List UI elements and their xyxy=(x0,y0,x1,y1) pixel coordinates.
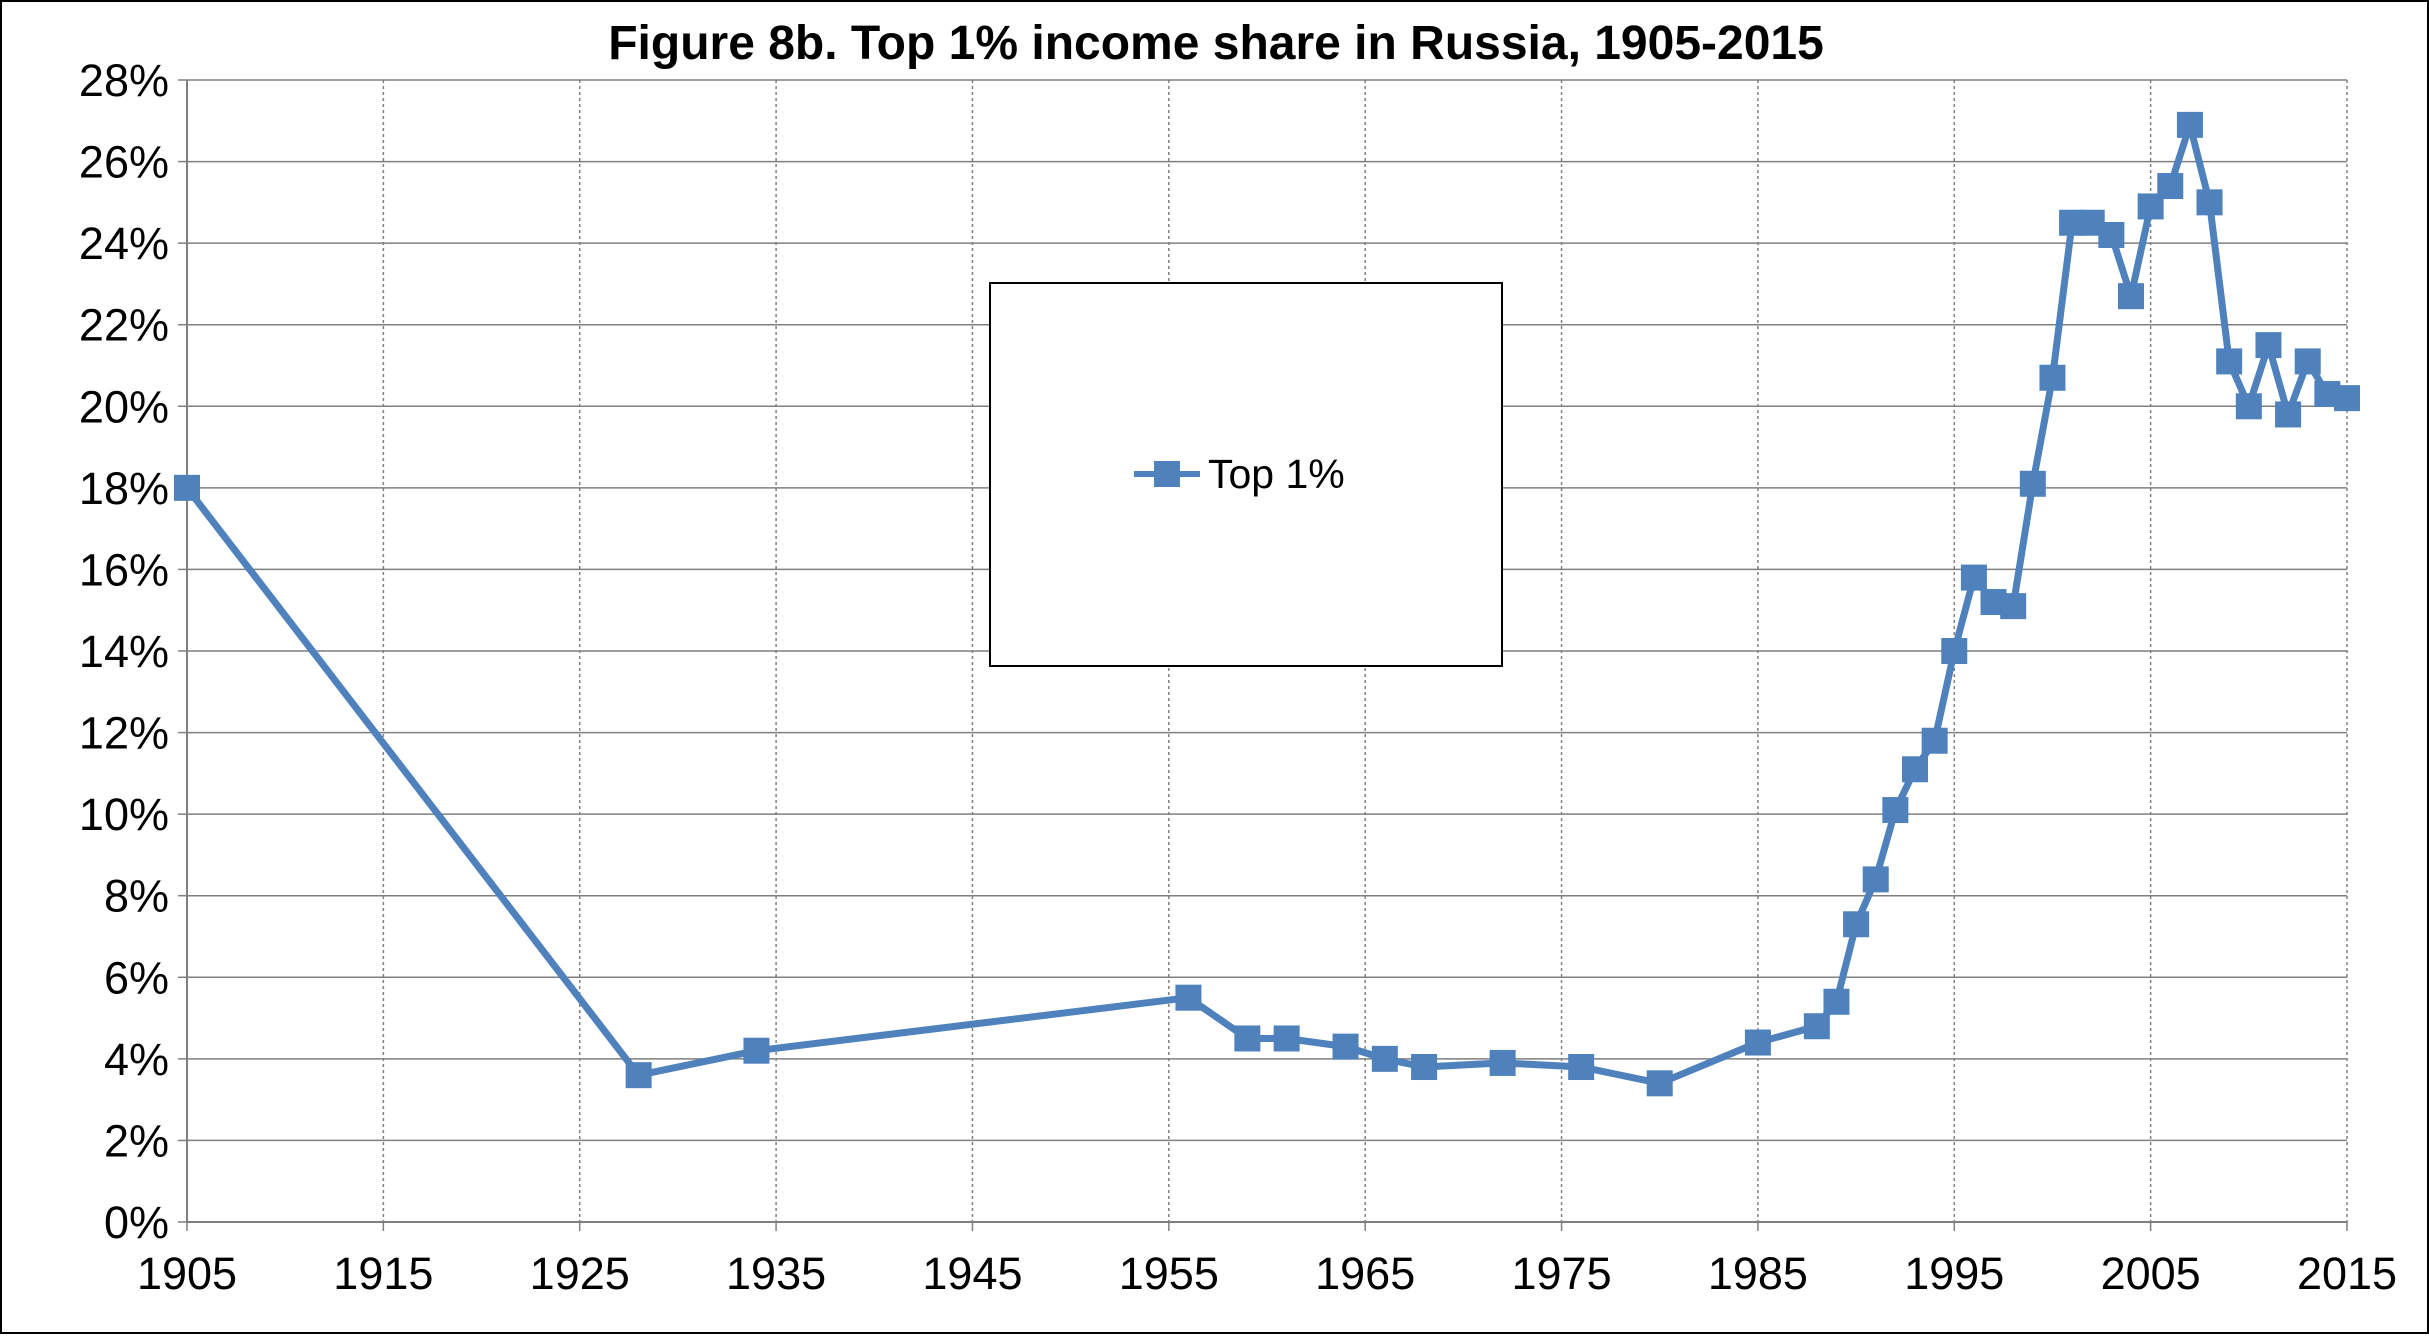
data-point-marker xyxy=(2334,385,2360,412)
y-tick-label: 8% xyxy=(104,871,169,922)
data-point-marker xyxy=(1960,564,1987,591)
data-point-marker xyxy=(174,474,200,501)
y-tick-label: 4% xyxy=(104,1034,169,1085)
data-point-marker xyxy=(2000,593,2027,620)
legend-label: Top 1% xyxy=(1208,451,1345,497)
x-tick-label: 1905 xyxy=(137,1248,237,1299)
data-point-marker xyxy=(1234,1025,1261,1052)
legend: Top 1% xyxy=(989,282,1503,667)
grid xyxy=(187,79,2348,1222)
data-point-marker xyxy=(743,1037,770,1064)
data-point-marker xyxy=(1843,911,1870,938)
data-point-marker xyxy=(1646,1070,1673,1097)
data-point-marker xyxy=(2176,111,2203,138)
x-tick-label: 1995 xyxy=(1904,1248,2004,1299)
chart-title: Figure 8b. Top 1% income share in Russia… xyxy=(608,17,1824,70)
y-tick-label: 28% xyxy=(79,55,169,106)
x-tick-label: 1925 xyxy=(530,1248,630,1299)
y-tick-label: 14% xyxy=(79,626,169,677)
data-point-marker xyxy=(1941,638,1968,664)
data-point-marker xyxy=(2039,364,2066,391)
x-tick-label: 1945 xyxy=(922,1248,1022,1299)
x-tick-label: 2015 xyxy=(2297,1248,2397,1299)
y-tick-label: 24% xyxy=(79,218,169,269)
data-point-marker xyxy=(2235,393,2262,420)
y-tick-label: 10% xyxy=(79,789,169,840)
data-point-marker xyxy=(1921,727,1948,754)
y-tick-label: 6% xyxy=(104,952,169,1003)
axes: 0% 2% 4% 6% 8% 10% 12% 14% 16% 18% 20% 22% 24% 26% 28%… xyxy=(79,55,2397,1299)
data-point-marker xyxy=(625,1062,652,1089)
data-point-marker xyxy=(2118,283,2144,310)
x-tick-label: 1955 xyxy=(1119,1248,1219,1299)
x-tick-label: 2005 xyxy=(2101,1248,2201,1299)
y-tick-label: 12% xyxy=(79,708,169,759)
data-point-marker xyxy=(1744,1029,1771,1056)
data-point-marker xyxy=(1803,1013,1830,1040)
x-tick-label: 1965 xyxy=(1315,1248,1415,1299)
data-point-marker xyxy=(1862,866,1889,893)
data-point-marker xyxy=(1332,1033,1359,1060)
data-point-marker xyxy=(1823,988,1850,1015)
x-tick-label: 1985 xyxy=(1708,1248,1808,1299)
y-tick-label: 18% xyxy=(79,463,169,514)
data-point-marker xyxy=(1902,756,1928,783)
data-point-marker xyxy=(2275,401,2302,428)
data-point-marker xyxy=(2255,332,2282,359)
data-point-marker xyxy=(1411,1054,1438,1081)
data-point-marker xyxy=(2216,348,2243,375)
y-tick-label: 26% xyxy=(79,137,169,188)
data-point-marker xyxy=(2019,470,2046,497)
data-point-marker xyxy=(2098,221,2125,248)
data-point-marker xyxy=(2157,173,2184,200)
data-point-marker xyxy=(1489,1049,1516,1076)
legend-box xyxy=(989,282,1503,667)
data-point-marker xyxy=(1371,1045,1398,1072)
x-tick-label: 1975 xyxy=(1511,1248,1611,1299)
data-point-marker xyxy=(2294,348,2321,375)
series-top-1-percent xyxy=(174,111,2360,1097)
x-tick-label: 1935 xyxy=(726,1248,826,1299)
y-tick-label: 0% xyxy=(104,1197,169,1248)
y-tick-label: 22% xyxy=(79,300,169,351)
x-tick-label: 1915 xyxy=(333,1248,433,1299)
data-point-marker xyxy=(2196,189,2223,216)
y-tick-label: 16% xyxy=(79,544,169,595)
data-point-marker xyxy=(1175,984,1202,1011)
data-point-marker xyxy=(1273,1025,1300,1052)
y-tick-label: 20% xyxy=(79,381,169,432)
data-point-marker xyxy=(1882,797,1909,824)
y-tick-label: 2% xyxy=(104,1115,169,1166)
data-point-marker xyxy=(1568,1054,1595,1081)
legend-marker-sample xyxy=(1154,461,1180,487)
